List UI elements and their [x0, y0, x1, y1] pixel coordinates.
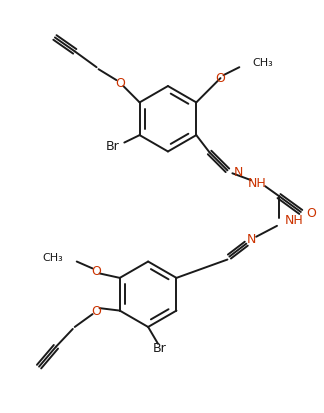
- Text: O: O: [307, 207, 317, 221]
- Text: N: N: [233, 166, 243, 179]
- Text: Br: Br: [106, 140, 119, 153]
- Text: O: O: [215, 71, 226, 85]
- Text: N: N: [247, 233, 256, 246]
- Text: NH: NH: [285, 214, 304, 228]
- Text: NH: NH: [248, 177, 267, 190]
- Text: CH₃: CH₃: [252, 58, 273, 68]
- Text: O: O: [92, 305, 101, 318]
- Text: O: O: [115, 76, 125, 90]
- Text: O: O: [92, 265, 101, 278]
- Text: Br: Br: [153, 342, 167, 355]
- Text: CH₃: CH₃: [42, 253, 63, 263]
